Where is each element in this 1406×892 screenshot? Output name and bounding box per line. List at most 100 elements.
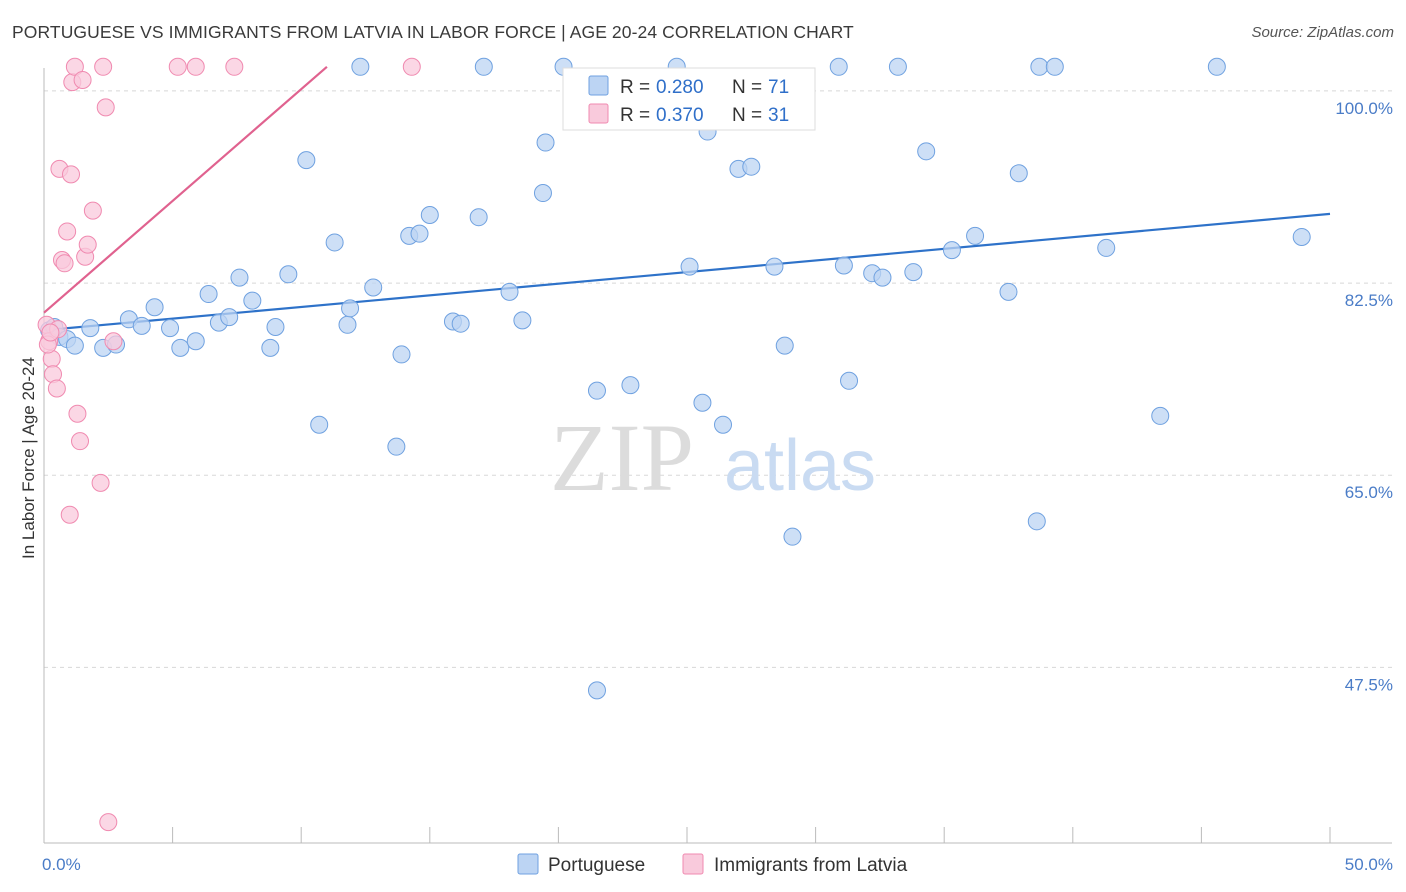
point-portuguese	[917, 142, 936, 161]
point-portuguese	[230, 268, 249, 287]
legend-r-value-portuguese: 0.280	[656, 77, 704, 98]
point-portuguese	[420, 206, 439, 224]
bottom-legend-label-latvia: Immigrants from Latvia	[714, 855, 908, 876]
watermark: ZIP atlas	[550, 404, 876, 511]
chart-title: PORTUGUESE VS IMMIGRANTS FROM LATVIA IN …	[12, 22, 854, 42]
point-portuguese	[266, 317, 285, 336]
point-portuguese	[171, 338, 190, 357]
legend-top: R = 0.280 N = 71 R = 0.370 N = 31	[562, 67, 816, 131]
point-portuguese	[341, 299, 360, 318]
y-tick-label: 65.0%	[1345, 483, 1393, 502]
bottom-legend-swatch-latvia	[682, 853, 704, 875]
point-portuguese	[693, 393, 712, 412]
legend-r-label-portuguese: R =	[620, 77, 650, 98]
point-portuguese	[387, 437, 406, 456]
point-portuguese	[621, 376, 640, 395]
point-latvia	[71, 432, 90, 451]
bottom-legend-swatch-portuguese	[517, 853, 539, 875]
point-portuguese	[714, 415, 733, 434]
point-portuguese	[742, 157, 761, 176]
point-latvia	[186, 57, 205, 76]
point-portuguese	[1207, 57, 1226, 76]
legend-bottom: Portuguese Immigrants from Latvia	[517, 853, 908, 876]
legend-n-value-portuguese: 71	[768, 77, 789, 98]
point-latvia	[91, 473, 110, 492]
legend-r-label-latvia: R =	[620, 105, 650, 126]
point-latvia	[168, 57, 187, 76]
point-portuguese	[261, 338, 280, 357]
point-portuguese	[587, 681, 606, 700]
point-portuguese	[220, 308, 239, 327]
point-portuguese	[243, 291, 262, 310]
point-portuguese	[1030, 57, 1049, 76]
point-portuguese	[132, 316, 151, 335]
point-portuguese	[966, 226, 985, 245]
point-portuguese	[942, 241, 961, 260]
y-tick-label: 47.5%	[1345, 675, 1393, 694]
point-portuguese	[904, 263, 923, 282]
x-tick-labels: 0.0% 50.0%	[42, 855, 1393, 874]
point-portuguese	[765, 257, 784, 276]
legend-swatch-portuguese	[588, 75, 609, 96]
point-portuguese	[145, 298, 164, 317]
point-latvia	[99, 813, 118, 832]
point-portuguese	[310, 415, 329, 434]
point-latvia	[104, 332, 123, 351]
point-portuguese	[1292, 227, 1311, 246]
legend-n-label-portuguese: N =	[732, 77, 762, 98]
point-portuguese	[587, 381, 606, 400]
point-portuguese	[888, 57, 907, 76]
point-latvia	[83, 201, 102, 220]
point-portuguese	[533, 184, 552, 203]
point-portuguese	[161, 319, 180, 338]
point-latvia	[65, 57, 84, 76]
point-latvia	[58, 222, 77, 241]
y-tick-label: 82.5%	[1345, 291, 1393, 310]
point-portuguese	[1151, 406, 1170, 425]
point-latvia	[55, 254, 74, 273]
point-portuguese	[999, 282, 1018, 301]
point-portuguese	[469, 208, 488, 227]
bottom-legend-label-portuguese: Portuguese	[548, 855, 645, 876]
point-portuguese	[775, 336, 794, 355]
point-latvia	[41, 323, 60, 342]
x-tick-label: 0.0%	[42, 855, 81, 874]
point-portuguese	[186, 332, 205, 351]
legend-n-value-latvia: 31	[768, 105, 789, 126]
point-portuguese	[297, 151, 316, 170]
point-portuguese	[474, 57, 493, 76]
watermark-zip: ZIP	[550, 404, 694, 511]
point-portuguese	[513, 311, 532, 330]
point-latvia	[225, 57, 244, 76]
source-label: Source: ZipAtlas.com	[1251, 24, 1394, 41]
point-portuguese	[279, 265, 298, 284]
y-tick-label: 100.0%	[1335, 99, 1393, 118]
point-portuguese	[783, 527, 802, 546]
point-latvia	[68, 404, 87, 423]
point-latvia	[402, 57, 421, 76]
point-portuguese	[536, 133, 555, 152]
axes	[43, 68, 1392, 844]
point-portuguese	[500, 282, 519, 301]
point-portuguese	[364, 278, 383, 297]
legend-r-value-latvia: 0.370	[656, 105, 704, 126]
point-portuguese	[81, 319, 100, 338]
point-portuguese	[829, 57, 848, 76]
point-latvia	[60, 505, 79, 524]
point-latvia	[94, 57, 113, 76]
legend-swatch-latvia	[588, 103, 609, 124]
point-portuguese	[1027, 512, 1046, 531]
point-portuguese	[1045, 57, 1064, 76]
point-portuguese	[199, 285, 218, 304]
legend-n-label-latvia: N =	[732, 105, 762, 126]
point-portuguese	[65, 336, 84, 355]
point-portuguese	[873, 268, 892, 287]
point-portuguese	[392, 345, 411, 364]
point-portuguese	[680, 257, 699, 276]
x-tick-label: 50.0%	[1345, 855, 1393, 874]
y-axis-label: In Labor Force | Age 20-24	[19, 357, 38, 559]
trend-line-1	[43, 65, 328, 314]
point-portuguese	[351, 57, 370, 76]
point-latvia	[78, 235, 97, 254]
